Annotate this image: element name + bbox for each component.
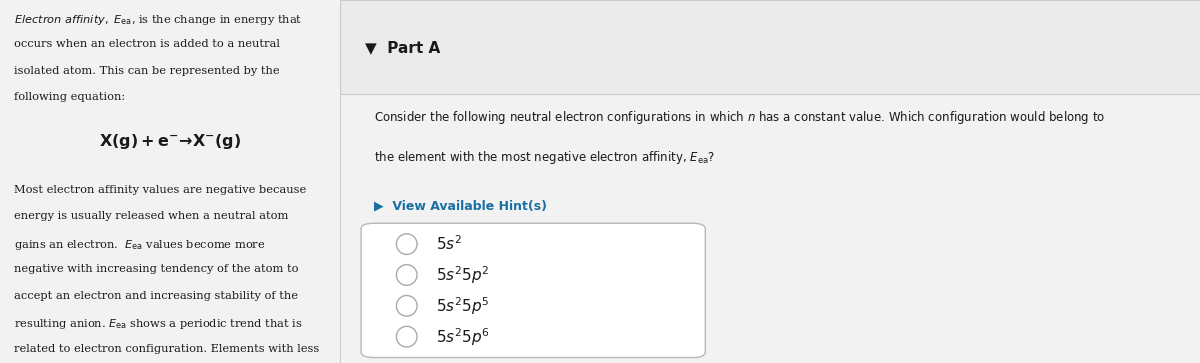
Ellipse shape [396, 295, 418, 316]
Text: ▼  Part A: ▼ Part A [366, 40, 440, 55]
Text: occurs when an electron is added to a neutral: occurs when an electron is added to a ne… [13, 39, 280, 49]
FancyBboxPatch shape [340, 0, 1200, 94]
Text: following equation:: following equation: [13, 92, 125, 102]
Text: $\it{Electron\ affinity,}$ $E_{\rm{ea}}$$\it{,}$ is the change in energy that: $\it{Electron\ affinity,}$ $E_{\rm{ea}}$… [13, 13, 302, 27]
Text: Consider the following neutral electron configurations in which $n$ has a consta: Consider the following neutral electron … [374, 109, 1105, 126]
Text: $\mathbf{X(g)+e^{-}\!\rightarrow\!X^{-}(g)}$: $\mathbf{X(g)+e^{-}\!\rightarrow\!X^{-}(… [98, 132, 241, 151]
Text: $5s^25p^5$: $5s^25p^5$ [436, 295, 490, 317]
Text: $5s^2$: $5s^2$ [436, 235, 462, 253]
Text: isolated atom. This can be represented by the: isolated atom. This can be represented b… [13, 66, 280, 76]
Text: energy is usually released when a neutral atom: energy is usually released when a neutra… [13, 211, 288, 221]
Text: related to electron configuration. Elements with less: related to electron configuration. Eleme… [13, 344, 319, 354]
Ellipse shape [396, 326, 418, 347]
Text: negative with increasing tendency of the atom to: negative with increasing tendency of the… [13, 264, 298, 274]
Text: resulting anion. $E_{\rm{ea}}$ shows a periodic trend that is: resulting anion. $E_{\rm{ea}}$ shows a p… [13, 317, 302, 331]
Text: gains an electron.  $E_{\rm{ea}}$ values become more: gains an electron. $E_{\rm{ea}}$ values … [13, 238, 265, 252]
Text: $5s^25p^2$: $5s^25p^2$ [436, 264, 490, 286]
FancyBboxPatch shape [361, 223, 706, 358]
Text: ▶  View Available Hint(s): ▶ View Available Hint(s) [374, 200, 547, 213]
Text: the element with the most negative electron affinity, $E_{\rm{ea}}$?: the element with the most negative elect… [374, 149, 715, 166]
Text: $5s^25p^6$: $5s^25p^6$ [436, 326, 490, 347]
Ellipse shape [396, 234, 418, 254]
Ellipse shape [396, 265, 418, 285]
Text: Most electron affinity values are negative because: Most electron affinity values are negati… [13, 185, 306, 195]
Text: accept an electron and increasing stability of the: accept an electron and increasing stabil… [13, 291, 298, 301]
